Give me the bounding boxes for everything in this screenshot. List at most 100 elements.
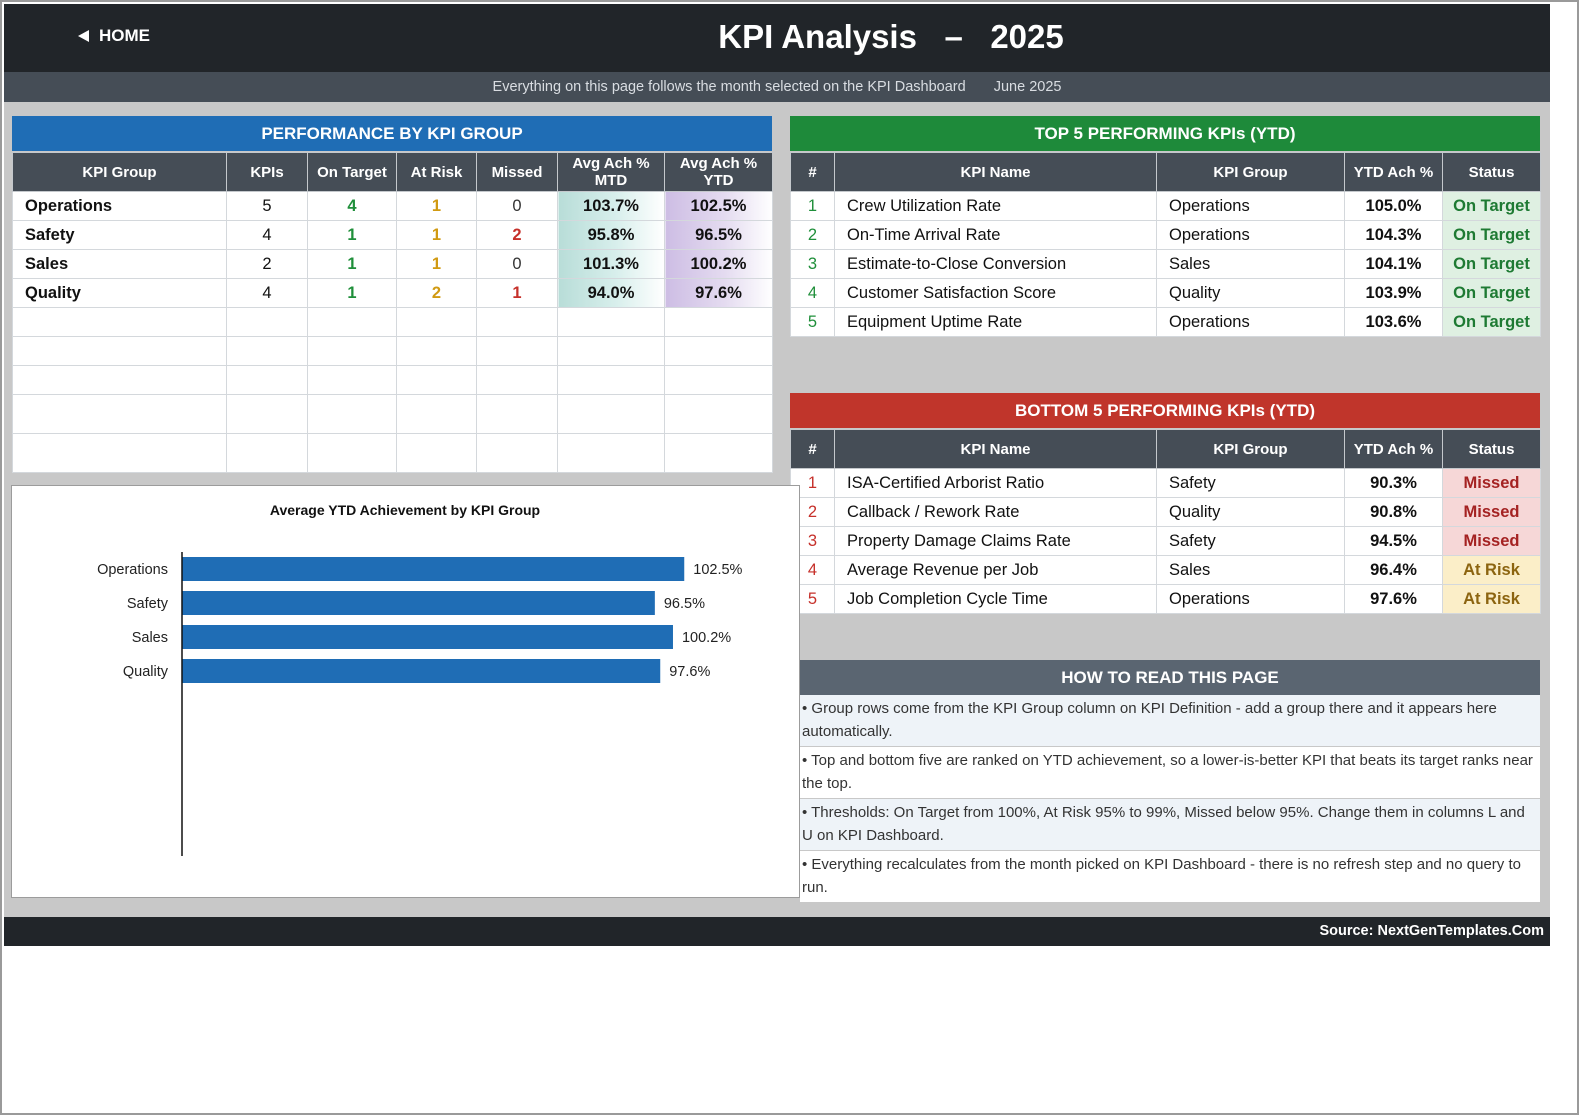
ytd-ach-cell: 90.8% xyxy=(1344,497,1443,527)
home-button[interactable]: HOME xyxy=(78,26,150,46)
chart-bar xyxy=(182,591,655,615)
avg-mtd-cell: 95.8% xyxy=(557,220,665,250)
top5-row[interactable]: 4 Customer Satisfaction Score Quality 103.9… xyxy=(790,278,1541,308)
ytd-ach-cell: 103.9% xyxy=(1344,278,1443,308)
empty-cell xyxy=(307,394,397,434)
status-badge: At Risk xyxy=(1442,584,1541,614)
group-col-header: KPI Group xyxy=(12,152,227,192)
status-badge: On Target xyxy=(1442,191,1541,221)
ytd-ach-cell: 90.3% xyxy=(1344,468,1443,498)
top5-col-header: Status xyxy=(1442,152,1541,192)
chart-category-label: Sales xyxy=(132,630,168,646)
empty-cell xyxy=(557,433,665,473)
kpi-group-cell: Operations xyxy=(1156,307,1345,337)
empty-cell xyxy=(476,433,558,473)
chart-category-label: Operations xyxy=(97,562,168,578)
empty-row xyxy=(12,307,773,337)
group-table-header: KPI Group KPIs On Target At Risk Missed Avg A… xyxy=(12,152,773,192)
howto-section-header: HOW TO READ THIS PAGE xyxy=(800,660,1540,695)
group-name-cell: Safety xyxy=(12,220,227,250)
group-row[interactable]: Safety 4 1 1 2 95.8% 96.5% xyxy=(12,220,773,250)
ytd-ach-cell: 105.0% xyxy=(1344,191,1443,221)
title-bar: HOME KPI Analysis – 2025 xyxy=(4,4,1550,72)
ytd-ach-cell: 104.1% xyxy=(1344,249,1443,279)
missed-cell: 1 xyxy=(476,278,558,308)
at-risk-cell: 1 xyxy=(396,220,477,250)
empty-cell xyxy=(396,365,477,395)
ytd-ach-cell: 104.3% xyxy=(1344,220,1443,250)
empty-cell xyxy=(396,433,477,473)
empty-cell xyxy=(664,336,773,366)
ytd-achievement-chart[interactable]: Average YTD Achievement by KPI Group Oper… xyxy=(11,485,800,898)
empty-cell xyxy=(226,336,308,366)
rank-cell: 4 xyxy=(790,278,835,308)
empty-cell xyxy=(557,394,665,434)
chart-value-label: 102.5% xyxy=(693,562,742,578)
empty-cell xyxy=(307,336,397,366)
top5-col-header: KPI Name xyxy=(834,152,1157,192)
bottom5-col-header: # xyxy=(790,429,835,469)
empty-cell xyxy=(557,307,665,337)
chart-value-label: 97.6% xyxy=(669,664,710,680)
kpi-name-cell: On-Time Arrival Rate xyxy=(834,220,1157,250)
top5-row[interactable]: 1 Crew Utilization Rate Operations 105.0% On… xyxy=(790,191,1541,221)
bottom5-table-body: 1 ISA-Certified Arborist Ratio Safety 90.3%… xyxy=(790,468,1541,614)
at-risk-cell: 1 xyxy=(396,191,477,221)
top5-row[interactable]: 5 Equipment Uptime Rate Operations 103.6% On… xyxy=(790,307,1541,337)
kpi-name-cell: Crew Utilization Rate xyxy=(834,191,1157,221)
avg-ytd-cell: 97.6% xyxy=(664,278,773,308)
empty-cell xyxy=(396,336,477,366)
top5-section-header: TOP 5 PERFORMING KPIs (YTD) xyxy=(790,116,1540,151)
rank-cell: 2 xyxy=(790,220,835,250)
kpi-name-cell: Property Damage Claims Rate xyxy=(834,526,1157,556)
missed-cell: 0 xyxy=(476,191,558,221)
empty-cell xyxy=(664,433,773,473)
bottom5-row[interactable]: 2 Callback / Rework Rate Quality 90.8% Misse… xyxy=(790,497,1541,527)
top5-row[interactable]: 3 Estimate-to-Close Conversion Sales 104.1%… xyxy=(790,249,1541,279)
chart-title: Average YTD Achievement by KPI Group xyxy=(270,502,540,518)
footer-source: Source: NextGenTemplates.Com xyxy=(4,917,1550,946)
empty-cell xyxy=(476,394,558,434)
at-risk-cell: 1 xyxy=(396,249,477,279)
kpi-name-cell: ISA-Certified Arborist Ratio xyxy=(834,468,1157,498)
bottom5-section-header: BOTTOM 5 PERFORMING KPIs (YTD) xyxy=(790,393,1540,428)
empty-row xyxy=(12,394,773,434)
kpi-group-cell: Operations xyxy=(1156,191,1345,221)
ytd-ach-cell: 103.6% xyxy=(1344,307,1443,337)
home-label: HOME xyxy=(99,26,150,45)
subtitle-text: Everything on this page follows the mont… xyxy=(492,79,966,95)
on-target-cell: 1 xyxy=(307,278,397,308)
group-name-cell: Quality xyxy=(12,278,227,308)
on-target-cell: 1 xyxy=(307,249,397,279)
empty-cell xyxy=(396,394,477,434)
top5-row[interactable]: 2 On-Time Arrival Rate Operations 104.3% On … xyxy=(790,220,1541,250)
bottom5-row[interactable]: 5 Job Completion Cycle Time Operations 97.6… xyxy=(790,584,1541,614)
group-row[interactable]: Quality 4 1 2 1 94.0% 97.6% xyxy=(12,278,773,308)
empty-cell xyxy=(226,307,308,337)
top5-table-header: # KPI Name KPI Group YTD Ach % Status xyxy=(790,152,1541,192)
chart-svg: Average YTD Achievement by KPI Group Oper… xyxy=(97,502,743,856)
group-name-cell: Sales xyxy=(12,249,227,279)
group-row[interactable]: Operations 5 4 1 0 103.7% 102.5% xyxy=(12,191,773,221)
group-col-header: On Target xyxy=(307,152,397,192)
bottom5-row[interactable]: 1 ISA-Certified Arborist Ratio Safety 90.3%… xyxy=(790,468,1541,498)
bottom5-row[interactable]: 3 Property Damage Claims Rate Safety 94.5% M… xyxy=(790,526,1541,556)
kpi-count-cell: 5 xyxy=(226,191,308,221)
status-badge: Missed xyxy=(1442,526,1541,556)
bottom5-row[interactable]: 4 Average Revenue per Job Sales 96.4% At Ris… xyxy=(790,555,1541,585)
kpi-group-cell: Quality xyxy=(1156,497,1345,527)
kpi-count-cell: 2 xyxy=(226,249,308,279)
status-badge: On Target xyxy=(1442,278,1541,308)
rank-cell: 1 xyxy=(790,191,835,221)
group-row[interactable]: Sales 2 1 1 0 101.3% 100.2% xyxy=(12,249,773,279)
group-section-header: PERFORMANCE BY KPI GROUP xyxy=(12,116,772,151)
rank-cell: 3 xyxy=(790,249,835,279)
empty-row xyxy=(12,433,773,473)
group-col-header: Missed xyxy=(476,152,558,192)
kpi-group-cell: Quality xyxy=(1156,278,1345,308)
empty-cell xyxy=(12,307,227,337)
empty-cell xyxy=(664,365,773,395)
kpi-name-cell: Job Completion Cycle Time xyxy=(834,584,1157,614)
howto-item: • Group rows come from the KPI Group col… xyxy=(800,695,1540,747)
bottom5-col-header: KPI Name xyxy=(834,429,1157,469)
